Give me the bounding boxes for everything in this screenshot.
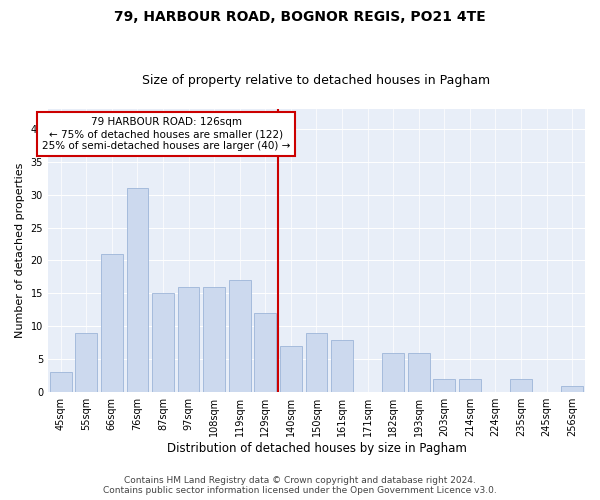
Bar	[433, 379, 455, 392]
Title: Size of property relative to detached houses in Pagham: Size of property relative to detached ho…	[142, 74, 491, 87]
Bar	[382, 352, 404, 392]
Bar	[76, 333, 97, 392]
Bar	[510, 379, 532, 392]
Bar	[562, 386, 583, 392]
X-axis label: Distribution of detached houses by size in Pagham: Distribution of detached houses by size …	[167, 442, 466, 455]
Bar	[459, 379, 481, 392]
Bar	[280, 346, 302, 392]
Bar	[331, 340, 353, 392]
Bar	[408, 352, 430, 392]
Bar	[152, 294, 174, 392]
Bar	[203, 287, 225, 392]
Bar	[254, 313, 276, 392]
Bar	[305, 333, 328, 392]
Text: Contains HM Land Registry data © Crown copyright and database right 2024.
Contai: Contains HM Land Registry data © Crown c…	[103, 476, 497, 495]
Bar	[50, 372, 71, 392]
Bar	[101, 254, 123, 392]
Text: 79, HARBOUR ROAD, BOGNOR REGIS, PO21 4TE: 79, HARBOUR ROAD, BOGNOR REGIS, PO21 4TE	[114, 10, 486, 24]
Bar	[178, 287, 199, 392]
Text: 79 HARBOUR ROAD: 126sqm
← 75% of detached houses are smaller (122)
25% of semi-d: 79 HARBOUR ROAD: 126sqm ← 75% of detache…	[42, 118, 290, 150]
Bar	[229, 280, 251, 392]
Y-axis label: Number of detached properties: Number of detached properties	[15, 163, 25, 338]
Bar	[127, 188, 148, 392]
